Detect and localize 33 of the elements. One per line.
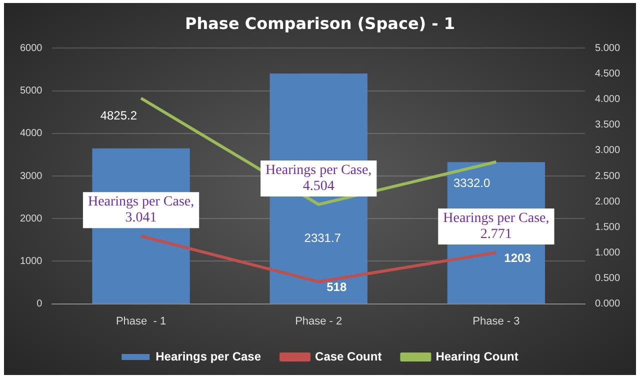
y-tick-label: 5000 — [20, 86, 43, 97]
data-label: 3332.0 — [453, 176, 491, 190]
legend-label: Case Count — [315, 349, 382, 364]
data-label: Hearings per Case, 2.771 — [443, 211, 550, 242]
data-label: 4825.2 — [100, 108, 138, 123]
y2-tick-label: 3.000 — [594, 145, 620, 156]
y2-tick-label: 5.000 — [594, 42, 620, 54]
y2-tick-label: 2.500 — [594, 170, 620, 182]
data-label: 1203 — [504, 250, 532, 265]
y-tick-label: 3000 — [20, 170, 43, 182]
y-tick-label: 0 — [36, 298, 43, 310]
data-label: 2331.7 — [304, 230, 342, 245]
y2-tick-label: 0.000 — [594, 298, 620, 310]
y-tick-label: 4000 — [20, 128, 43, 140]
legend-label: Hearing Count — [436, 349, 518, 364]
y-tick-label: 1000 — [20, 256, 43, 267]
x-tick-label: Phase - 1 — [116, 315, 166, 328]
x-tick-label: Phase - 2 — [295, 315, 342, 328]
y2-tick-label: 0.500 — [594, 272, 620, 284]
x-tick-label: Phase - 3 — [472, 315, 520, 328]
y-tick-label: 2000 — [20, 213, 43, 224]
y2-tick-label: 4.500 — [594, 68, 620, 80]
y-tick-label: 6000 — [20, 42, 43, 54]
y2-tick-label: 4.000 — [594, 94, 620, 106]
data-label: 518 — [326, 280, 347, 294]
data-label: Hearings per Case, 3.041 — [88, 194, 194, 226]
y2-tick-label: 1.000 — [594, 247, 620, 258]
legend-label: Hearings per Case — [156, 349, 262, 364]
y2-tick-label: 3.500 — [594, 120, 620, 131]
y2-tick-label: 2.000 — [594, 196, 620, 208]
chart-title: Phase Comparison (Space) - 1 — [184, 14, 456, 33]
data-label: Hearings per Case, 4.504 — [266, 163, 372, 194]
y2-tick-label: 1.500 — [594, 222, 620, 233]
